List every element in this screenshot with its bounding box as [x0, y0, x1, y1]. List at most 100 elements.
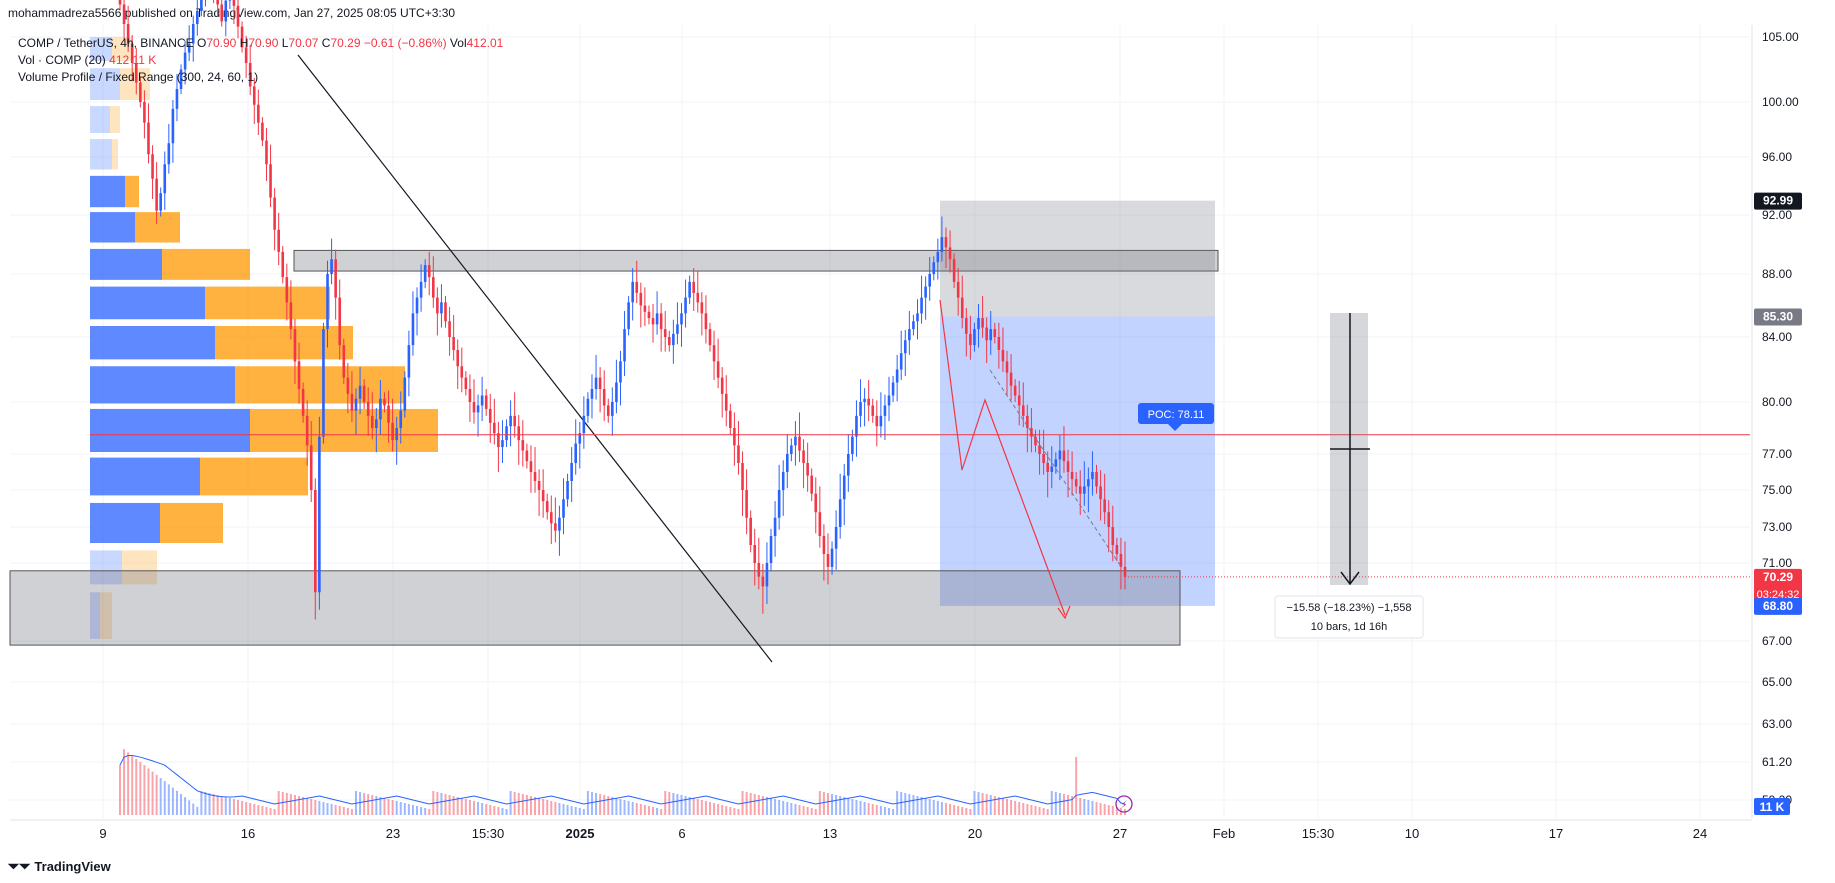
candle-body	[590, 389, 594, 399]
candle-body	[529, 461, 533, 472]
candle-body	[1042, 454, 1045, 463]
price-axis-tick: 84.00	[1762, 330, 1792, 344]
price-axis-tick: 73.00	[1762, 520, 1792, 534]
volume-bar	[273, 809, 276, 815]
volume-bar	[330, 804, 333, 815]
lightning-icon-glyph: ⚡	[1120, 800, 1127, 811]
volume-indicator-row[interactable]: Vol · COMP (20) 412 11 K	[18, 52, 503, 69]
volume-bar	[289, 794, 292, 815]
vol-label: Vol	[449, 36, 467, 50]
volume-bar	[249, 803, 252, 815]
volume-bar	[265, 807, 268, 815]
candle-body	[928, 274, 931, 287]
candle-body	[672, 333, 675, 346]
candle-body	[802, 450, 805, 463]
candle-body	[525, 450, 529, 462]
candle-body	[1009, 372, 1013, 386]
volume-bar	[908, 794, 911, 815]
candle-body	[1103, 499, 1106, 513]
volume-bar	[546, 800, 549, 815]
candle-body	[855, 415, 858, 437]
candle-body	[586, 398, 590, 416]
volume-bar	[615, 798, 618, 815]
volume-last-label-text: 11 K	[1760, 800, 1785, 814]
candle-body	[1001, 350, 1005, 362]
candle-body	[842, 475, 846, 500]
price-axis-tick: 96.00	[1762, 150, 1792, 164]
candle-body	[729, 410, 732, 428]
candle-body	[973, 329, 976, 346]
candle-body	[155, 178, 158, 211]
volume-bar	[489, 805, 492, 815]
volume-profile-name: Volume Profile / Fixed Range (300, 24, 6…	[18, 70, 259, 84]
candle-body	[733, 428, 736, 446]
candle-body	[688, 281, 691, 298]
position-stop-zone	[940, 200, 1215, 317]
price-label-box	[1754, 192, 1802, 210]
candle-body	[476, 405, 480, 413]
volume-bar	[704, 801, 707, 815]
volume-bar	[371, 795, 374, 815]
volume-bar	[660, 809, 663, 815]
candle-body	[863, 398, 866, 402]
volume-indicator-name: Vol · COMP (20)	[18, 53, 106, 67]
candle-body	[651, 318, 655, 325]
candle-body	[602, 389, 606, 406]
volume-bar	[859, 801, 862, 815]
candle-body	[399, 410, 403, 428]
volume-bar	[167, 784, 170, 815]
volume-bar	[765, 797, 768, 815]
candle-body	[456, 350, 460, 367]
candle-body	[1017, 395, 1021, 406]
price-label-text: 85.30	[1763, 310, 1793, 324]
candle-body	[908, 329, 911, 341]
volume-bar	[184, 797, 187, 815]
candle-body	[196, 11, 199, 24]
volume-profile-up-bar	[90, 325, 215, 360]
volume-bar	[790, 803, 793, 815]
volume-bar	[318, 801, 321, 815]
volume-bar	[847, 798, 850, 815]
candle-body	[118, 0, 122, 5]
candle-body	[191, 24, 195, 44]
candle-body	[419, 281, 423, 298]
candle-body	[810, 475, 814, 494]
volume-bar	[477, 802, 480, 815]
candle-body	[838, 499, 842, 527]
volume-profile-row[interactable]: Volume Profile / Fixed Range (300, 24, 6…	[18, 69, 503, 86]
candle-body	[1046, 463, 1049, 472]
candle-body	[326, 274, 329, 330]
volume-profile-down-bar	[125, 175, 139, 208]
candle-body	[1119, 554, 1123, 567]
volume-bar	[135, 758, 138, 815]
volume-bar	[143, 765, 146, 815]
candle-body	[920, 297, 923, 314]
candle-body	[501, 440, 504, 448]
volume-bar	[782, 801, 785, 815]
candle-body	[358, 385, 362, 399]
volume-profile-up-bar	[90, 248, 162, 280]
volume-bar	[1083, 799, 1086, 815]
candle-body	[1021, 405, 1025, 416]
volume-bar	[831, 794, 834, 815]
candle-body	[497, 433, 500, 448]
candle-body	[1005, 361, 1009, 373]
symbol-name[interactable]: COMP / TetherUS, 4h, BINANCE	[18, 36, 194, 50]
volume-profile-down-bar	[235, 366, 405, 404]
candle-body	[924, 286, 927, 298]
candle-body	[488, 408, 492, 423]
volume-bar	[920, 797, 923, 815]
volume-bar	[550, 801, 553, 815]
volume-bar	[411, 805, 414, 815]
candle-body	[395, 428, 398, 441]
volume-bar	[1030, 805, 1033, 815]
candle-body	[696, 292, 700, 303]
volume-bar	[253, 804, 256, 815]
volume-profile-up-bar	[90, 212, 135, 243]
volume-profile-down-bar	[200, 457, 308, 496]
volume-bar	[643, 805, 646, 815]
volume-bar	[180, 794, 183, 815]
volume-bar	[224, 797, 227, 815]
volume-bar	[928, 799, 931, 815]
